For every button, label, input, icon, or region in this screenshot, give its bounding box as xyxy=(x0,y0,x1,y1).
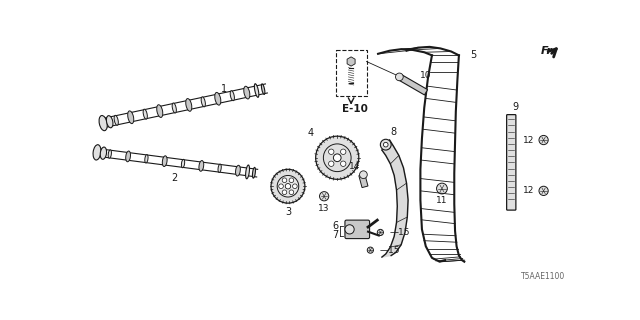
Circle shape xyxy=(319,192,329,201)
Circle shape xyxy=(380,139,391,150)
Text: E-10: E-10 xyxy=(342,104,368,114)
Circle shape xyxy=(323,144,351,172)
Bar xyxy=(359,174,368,188)
Circle shape xyxy=(333,154,341,162)
Ellipse shape xyxy=(215,92,221,105)
Ellipse shape xyxy=(199,161,204,171)
Text: 13: 13 xyxy=(319,204,330,213)
Ellipse shape xyxy=(93,145,101,160)
Ellipse shape xyxy=(252,167,255,178)
Circle shape xyxy=(328,149,334,155)
Ellipse shape xyxy=(254,84,259,97)
Ellipse shape xyxy=(218,164,221,172)
Ellipse shape xyxy=(186,99,192,111)
Ellipse shape xyxy=(230,91,234,101)
Text: —15: —15 xyxy=(380,246,400,255)
Ellipse shape xyxy=(181,159,185,168)
Ellipse shape xyxy=(125,151,131,162)
Text: 14: 14 xyxy=(349,163,360,172)
Ellipse shape xyxy=(143,109,147,119)
Text: 3: 3 xyxy=(285,207,291,217)
FancyBboxPatch shape xyxy=(345,220,369,239)
Ellipse shape xyxy=(236,165,241,176)
Text: 9: 9 xyxy=(513,101,519,112)
Ellipse shape xyxy=(163,156,167,166)
Circle shape xyxy=(282,190,287,195)
Ellipse shape xyxy=(172,103,177,113)
Ellipse shape xyxy=(99,116,108,131)
Text: Fr.: Fr. xyxy=(541,46,555,56)
Circle shape xyxy=(285,184,291,189)
Ellipse shape xyxy=(261,84,265,94)
Circle shape xyxy=(277,175,299,197)
Circle shape xyxy=(316,136,359,179)
Ellipse shape xyxy=(114,115,118,125)
Text: 10: 10 xyxy=(420,71,432,80)
Ellipse shape xyxy=(201,97,205,107)
Text: 6: 6 xyxy=(333,220,339,230)
Circle shape xyxy=(282,178,287,182)
Text: 12: 12 xyxy=(523,136,534,145)
FancyBboxPatch shape xyxy=(507,115,516,210)
Circle shape xyxy=(539,186,548,196)
Text: 8: 8 xyxy=(390,127,397,137)
Ellipse shape xyxy=(128,111,134,124)
Circle shape xyxy=(360,171,367,179)
Text: 12: 12 xyxy=(523,186,534,195)
Circle shape xyxy=(292,184,297,188)
Circle shape xyxy=(378,229,383,236)
Circle shape xyxy=(345,225,354,234)
Ellipse shape xyxy=(157,105,163,117)
Circle shape xyxy=(340,149,346,155)
Text: 7: 7 xyxy=(333,230,339,240)
Ellipse shape xyxy=(106,116,113,128)
Text: 1: 1 xyxy=(221,84,227,94)
Text: —15: —15 xyxy=(390,228,410,237)
Polygon shape xyxy=(398,74,428,95)
Circle shape xyxy=(367,247,373,253)
Circle shape xyxy=(396,73,403,81)
Text: T5AAE1100: T5AAE1100 xyxy=(520,272,564,281)
Ellipse shape xyxy=(244,86,250,99)
Circle shape xyxy=(279,184,284,188)
Ellipse shape xyxy=(100,147,107,159)
Ellipse shape xyxy=(246,165,250,179)
Ellipse shape xyxy=(108,150,111,158)
Text: 5: 5 xyxy=(470,50,477,60)
Circle shape xyxy=(340,161,346,166)
Circle shape xyxy=(436,183,447,194)
Polygon shape xyxy=(382,140,408,257)
Ellipse shape xyxy=(145,155,148,163)
Bar xyxy=(336,50,367,96)
Circle shape xyxy=(383,142,388,147)
Text: 2: 2 xyxy=(171,173,177,183)
Circle shape xyxy=(328,161,334,166)
Circle shape xyxy=(289,178,294,182)
Circle shape xyxy=(289,190,294,195)
Text: 4: 4 xyxy=(307,128,314,138)
Circle shape xyxy=(539,135,548,145)
Text: 11: 11 xyxy=(436,196,448,205)
Circle shape xyxy=(271,169,305,203)
